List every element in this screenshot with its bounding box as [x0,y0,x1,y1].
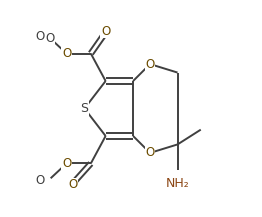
Text: O: O [145,58,155,71]
Text: O: O [62,157,71,170]
Text: O: O [145,146,155,159]
Text: O: O [35,30,44,43]
Text: O: O [101,25,110,38]
Text: NH₂: NH₂ [166,177,189,190]
Text: O: O [62,47,71,60]
Text: O: O [35,174,44,187]
Text: S: S [80,102,89,115]
Text: O: O [45,32,54,45]
Text: O: O [68,178,78,191]
